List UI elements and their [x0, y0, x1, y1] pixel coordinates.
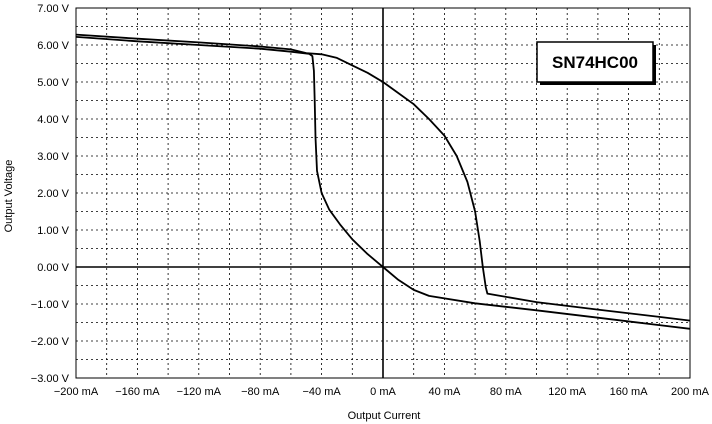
y-tick-label: 4.00 V [37, 114, 69, 126]
y-tick-label: −1.00 V [31, 299, 70, 311]
x-tick-label: 200 mA [671, 386, 710, 398]
x-tick-label: 40 mA [429, 386, 461, 398]
x-tick-label: −120 mA [177, 386, 222, 398]
y-tick-label: 6.00 V [37, 40, 69, 52]
x-tick-label: 80 mA [490, 386, 522, 398]
y-tick-label: 0.00 V [37, 262, 69, 274]
series-line-1 [75, 33, 691, 322]
x-tick-label: 0 mA [370, 386, 396, 398]
x-tick-label: 160 mA [610, 386, 649, 398]
y-tick-labels: 7.00 V 6.00 V 5.00 V 4.00 V 3.00 V 2.00 V 1.00… [31, 3, 70, 385]
series-line-2 [75, 36, 691, 330]
x-axis-label: Output Current [348, 410, 421, 422]
legend-label: SN74HC00 [552, 53, 638, 72]
y-tick-label: −2.00 V [31, 336, 70, 348]
y-tick-label: −3.00 V [31, 373, 70, 385]
x-tick-labels: −200 mA −160 mA −120 mA −80 mA −40 mA 0 mA 40 … [54, 386, 710, 398]
y-tick-label: 5.00 V [37, 77, 69, 89]
y-tick-label: 2.00 V [37, 188, 69, 200]
x-tick-label: −40 mA [302, 386, 341, 398]
legend-box [536, 41, 654, 83]
y-tick-label: 3.00 V [37, 151, 69, 163]
y-tick-label: 1.00 V [37, 225, 69, 237]
x-tick-label: −80 mA [241, 386, 280, 398]
y-axis-label: Output Voltage [3, 160, 15, 233]
legend: SN74HC00 [536, 41, 656, 85]
x-tick-label: −160 mA [115, 386, 160, 398]
x-tick-label: −200 mA [54, 386, 99, 398]
x-tick-label: 120 mA [548, 386, 587, 398]
y-tick-label: 7.00 V [37, 3, 69, 15]
series-group [75, 33, 691, 330]
